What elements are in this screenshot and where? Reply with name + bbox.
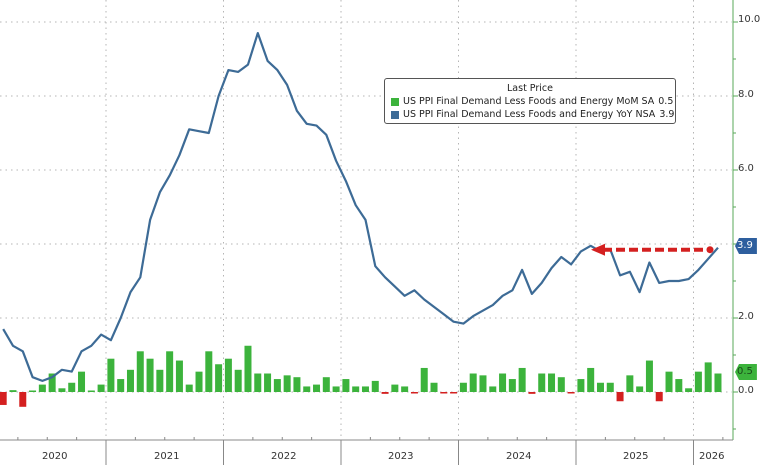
x-tick-2026: 2026 [699,451,725,462]
legend-yoy-name: US PPI Final Demand Less Foods and Energ… [403,109,656,120]
mom-current-tag: 0.5 [735,364,757,380]
y-tick-10: 10.0 [738,14,760,25]
red-dashed-arrow [591,243,714,256]
x-tick-2021: 2021 [154,451,180,462]
legend-mom-value: 0.5 [658,96,674,107]
legend-title: Last Price [507,83,553,94]
legend-yoy-value: 3.9 [659,109,675,120]
x-tick-2025: 2025 [623,451,649,462]
blue-swatch-icon [391,110,399,119]
axes [0,0,738,465]
legend-mom-name: US PPI Final Demand Less Foods and Energ… [403,96,655,107]
legend-entry-yoy: US PPI Final Demand Less Foods and Energ… [391,108,674,121]
yoy-current-tag: 3.9 [735,238,757,254]
x-tick-2024: 2024 [506,451,532,462]
x-tick-2023: 2023 [388,451,414,462]
legend-entry-mom: US PPI Final Demand Less Foods and Energ… [391,95,673,108]
y-tick-6: 6.0 [738,163,754,174]
y-tick-0: 0.0 [738,385,754,396]
y-tick-8: 8.0 [738,89,754,100]
y-tick-2: 2.0 [738,311,754,322]
green-swatch-icon [391,97,399,106]
x-tick-2022: 2022 [271,451,297,462]
legend: Last Price US PPI Final Demand Less Food… [384,78,676,124]
mom-bars [0,345,722,407]
x-tick-2020: 2020 [42,451,68,462]
